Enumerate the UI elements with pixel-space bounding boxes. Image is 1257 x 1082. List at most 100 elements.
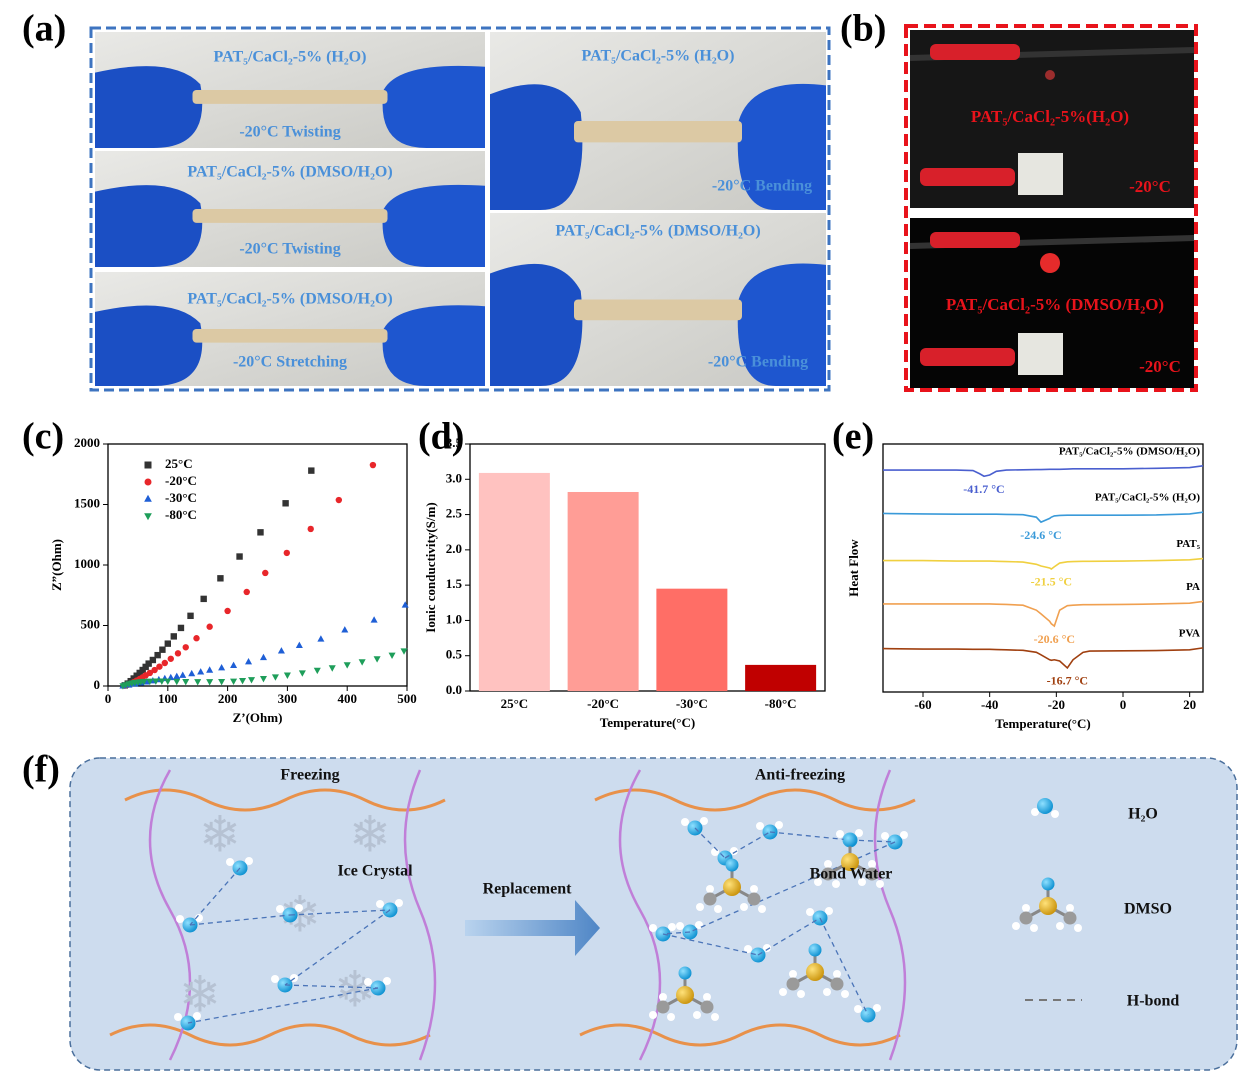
photos [95,30,1195,388]
point [159,646,166,653]
point [224,607,231,615]
diagram-label: Bond Water [810,866,893,883]
arrow [465,900,600,956]
diagram-label: H-bond [1127,993,1180,1010]
carbon [700,1000,714,1014]
polymer [403,769,437,1061]
y-tick-label: 1.5 [446,576,463,591]
hydrogen [1051,810,1059,818]
point [236,553,243,560]
carbon [1063,911,1077,925]
hydrogen [775,821,783,829]
hydrogen [1022,904,1030,912]
legend-marker [144,478,152,486]
point [308,467,315,474]
point [335,496,343,504]
carbon [703,892,717,906]
point [343,662,351,669]
clip [930,232,1020,248]
sample [1018,153,1063,195]
hydrogen [1066,904,1074,912]
polymer [124,788,446,812]
panel-b-frame [904,24,1198,392]
hydrogen [854,1005,862,1013]
sample [574,299,742,321]
photo-caption: -20°C Twisting [239,241,340,258]
hydrogen [740,903,748,911]
glove [490,263,583,386]
x-tick-label: 400 [337,691,357,706]
legend-label: 25°C [165,456,193,471]
x-axis-title: Z’(Ohm) [233,710,283,725]
polymer [109,1023,431,1047]
point [174,650,182,657]
sample [192,209,388,223]
y-tick-label: 2.5 [446,506,463,521]
polymer [594,788,916,812]
point [187,612,194,620]
hydrogen [789,970,797,978]
point [140,678,148,686]
peak-label: -41.7 °C [963,482,1004,496]
photo-caption: -20°C Twisting [239,124,340,141]
point [179,671,187,678]
point [146,669,154,677]
y-tick-label: 1000 [74,556,100,571]
glove [490,84,583,210]
point [283,672,291,679]
bar [478,472,550,691]
hydrogen [711,1013,719,1021]
sample [192,90,388,104]
point [218,664,226,671]
hydrogen [1031,808,1039,816]
series-label: PAT₅/CaCl₂-5% (H₂O) [1095,492,1200,504]
hydrogen [1012,922,1020,930]
x-tick-label: 100 [158,691,178,706]
hydrogen [855,829,863,837]
hydrogen [395,899,403,907]
diagram-label: DMSO [1124,901,1172,918]
series-label: PAT₅ [1176,538,1200,550]
hydrogen [681,818,689,826]
point [142,663,149,671]
clip [930,44,1020,60]
x-tick-label: 500 [397,691,417,706]
diagram-label: Replacement [483,881,573,898]
x-tick-label: -40 [981,697,998,712]
carbon [747,892,761,906]
hydrogen [824,860,832,868]
h-bond [757,917,821,956]
oxygen [843,833,857,847]
x-tick-label: 0 [105,691,112,706]
bar [745,664,817,691]
series-label: PAT₅/CaCl₂-5% (DMSO/H₂O) [1059,445,1201,457]
x-tick-label: 0 [1120,697,1127,712]
panel-label: (f) [22,749,60,791]
glove [382,184,485,267]
point [341,626,349,633]
x-tick-label: -60 [914,697,931,712]
photo-title: PAT₅/CaCl₂-5% (H₂O) [214,49,367,66]
point [164,640,171,647]
hydrogen [873,1004,881,1012]
point [177,624,185,632]
snowflake: ❄ [179,966,221,1022]
oxygen [1037,798,1053,814]
sulfur [723,878,741,896]
photo-caption: -20°C Stretching [233,354,347,371]
hydrogen [364,978,372,986]
photo-title: PAT₅/CaCl₂-5% (H₂O) [582,48,735,65]
point [248,677,256,684]
x-tick-label: -80°C [765,696,797,711]
series-label: PVA [1179,627,1200,639]
hydrogen [700,817,708,825]
x-tick-label: -20°C [587,696,619,711]
point [218,678,226,686]
bar [656,588,728,691]
hydrogen [668,923,676,931]
photo-title: PAT₅/CaCl₂-5% (DMSO/H₂O) [187,164,392,181]
series-label: PA [1186,581,1200,593]
legend-label: -30°C [165,490,197,505]
curve [883,557,1204,570]
point [283,549,291,557]
